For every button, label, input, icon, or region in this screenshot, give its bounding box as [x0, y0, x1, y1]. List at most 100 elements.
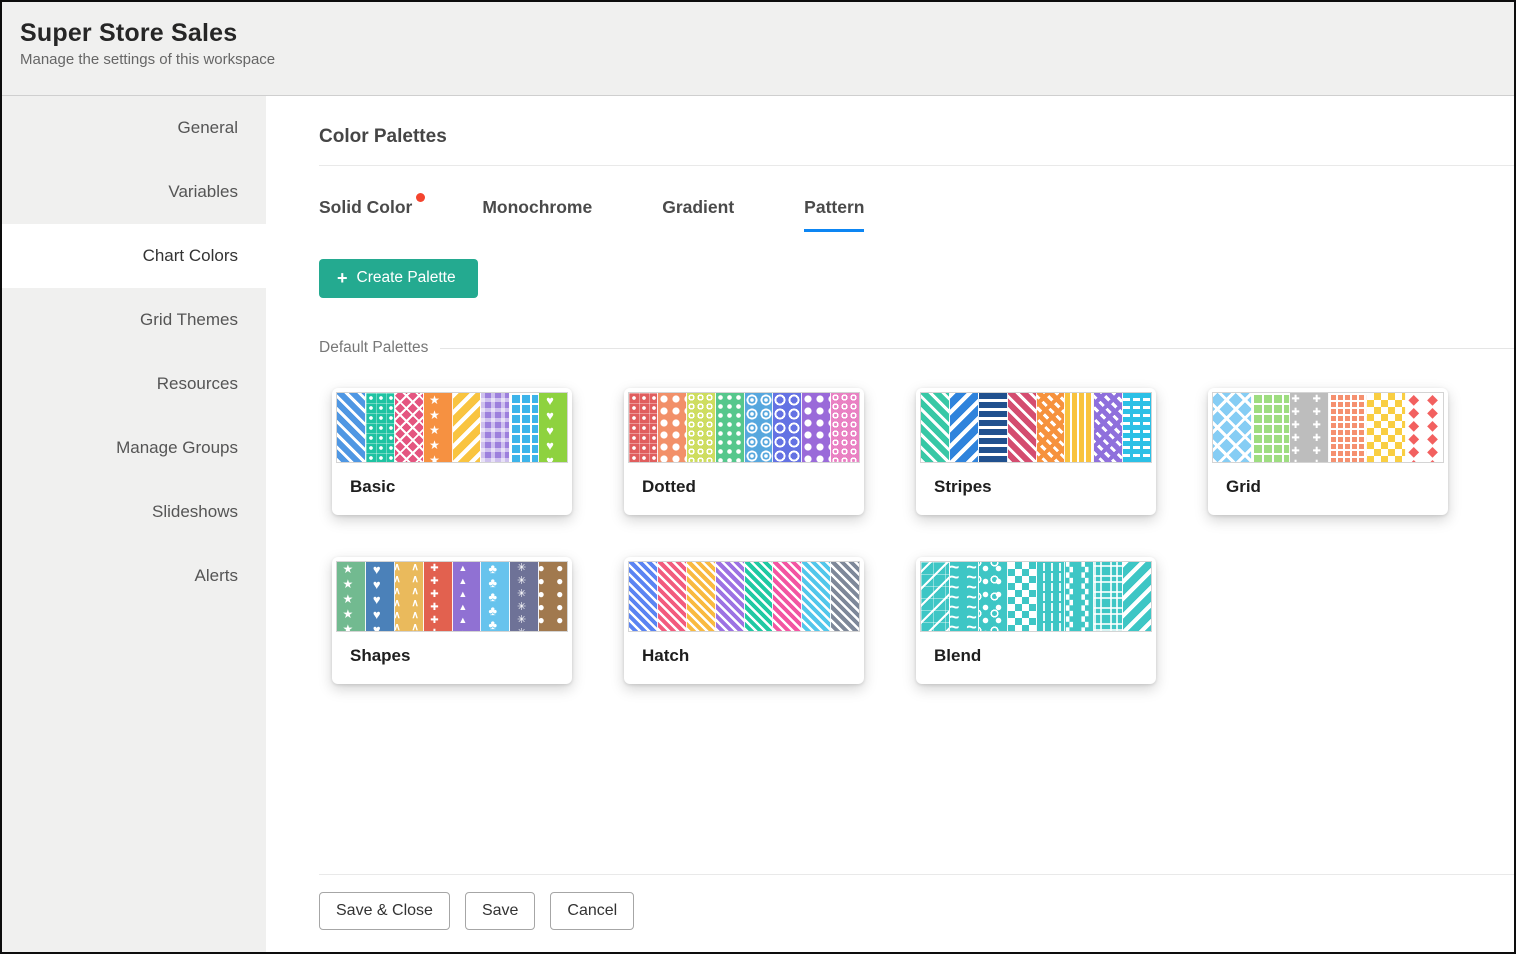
stars-glyph-fill: ★ ★ ★ ★ ★ ★ ★ ★ ★ ★ ★ ★ ★ ★ ★ ★ ★ ★ ★ ★ …	[342, 562, 359, 631]
palette-swatch-rings-sm	[686, 393, 716, 462]
waves-glyph-fill: ~ ~ ~ ~ ~ ~ ~ ~ ~ ~ ~ ~ ~ ~ ~ ~ ~ ~ ~ ~ …	[950, 562, 978, 631]
palette-swatch-horizontal	[978, 393, 1008, 462]
sidebar-item[interactable]: Grid Themes	[2, 288, 266, 352]
tab-label: Monochrome	[482, 197, 593, 217]
sidebar-item[interactable]: Alerts	[2, 544, 266, 608]
palette-name: Shapes	[350, 646, 411, 665]
palette-swatch-triangles: ▲ ▲ ▲ ▲ ▲ ▲ ▲ ▲ ▲ ▲ ▲ ▲ ▲ ▲ ▲ ▲ ▲ ▲ ▲ ▲ …	[452, 562, 482, 631]
palette-card[interactable]: ✚ ✚ ✚ ✚ ✚ ✚ ✚ ✚ ✚ ✚ ✚ ✚ ✚ ✚ ✚ ✚ ✚ ✚ ✚ ✚ …	[1208, 388, 1448, 515]
palette-swatch-hatch	[744, 562, 774, 631]
sidebar-item[interactable]: General	[2, 96, 266, 160]
tab[interactable]: Gradient	[662, 197, 734, 232]
palette-swatch-hatch	[802, 562, 832, 631]
tab[interactable]: Solid Color	[319, 193, 426, 232]
plus-icon: +	[337, 268, 348, 288]
palette-card[interactable]: Stripes	[916, 388, 1156, 515]
footer-button[interactable]: Save & Close	[319, 892, 450, 930]
footer-actions: Save & Close Save Cancel	[319, 874, 1514, 952]
sidebar-item[interactable]: Chart Colors	[2, 224, 266, 288]
palette-swatch-diag-dash	[1094, 393, 1124, 462]
tab-label: Solid Color	[319, 197, 413, 217]
palette-swatch-dots-lg	[802, 393, 832, 462]
palette-swatch-dots-circles	[978, 562, 1008, 631]
tab[interactable]: Pattern	[804, 197, 865, 232]
palette-swatch-grid	[1251, 393, 1290, 462]
footer-button[interactable]: Save	[464, 892, 536, 930]
default-palettes-header: Default Palettes	[319, 339, 1514, 357]
swatch-strip: ★ ★ ★ ★ ★ ★ ★ ★ ★ ★ ★ ★ ★ ★ ★ ★ ★ ★ ★ ★ …	[336, 561, 568, 632]
new-dot-badge	[416, 193, 426, 202]
footer-button-row: Save & Close Save Cancel	[319, 892, 1514, 930]
palette-swatch-blobs: ● ● ● ● ● ● ● ● ● ● ● ● ● ● ● ● ● ● ● ● …	[539, 562, 567, 631]
palette-swatch-grid	[510, 393, 540, 462]
palette-swatch-hdash	[1123, 393, 1151, 462]
palette-swatch-gingham	[481, 393, 511, 462]
tab[interactable]: Monochrome	[482, 197, 592, 232]
palette-swatch-waves: ~ ~ ~ ~ ~ ~ ~ ~ ~ ~ ~ ~ ~ ~ ~ ~ ~ ~ ~ ~ …	[949, 562, 979, 631]
palette-swatch-dot-grid	[365, 393, 395, 462]
snowflakes-glyph-fill: ✳ ✳ ✳ ✳ ✳ ✳ ✳ ✳ ✳ ✳ ✳ ✳ ✳ ✳ ✳ ✳ ✳ ✳ ✳ ✳ …	[516, 562, 531, 631]
palette-name: Hatch	[642, 646, 690, 665]
plus-glyph-fill: ✚ ✚ ✚ ✚ ✚ ✚ ✚ ✚ ✚ ✚ ✚ ✚ ✚ ✚ ✚ ✚ ✚ ✚ ✚ ✚ …	[430, 563, 444, 631]
palette-swatch-crosshatch	[394, 393, 424, 462]
palette-card[interactable]: Dotted	[624, 388, 864, 515]
triangles-glyph-fill: ▲ ▲ ▲ ▲ ▲ ▲ ▲ ▲ ▲ ▲ ▲ ▲ ▲ ▲ ▲ ▲ ▲ ▲ ▲ ▲ …	[458, 563, 474, 631]
create-palette-button[interactable]: + Create Palette	[319, 259, 478, 298]
palette-swatch-hatch	[629, 562, 658, 631]
page-title: Super Store Sales	[20, 19, 238, 47]
palette-swatch-dot-grid	[629, 393, 658, 462]
palette-swatch-vertical	[1065, 393, 1095, 462]
palette-swatch-hatch	[686, 562, 716, 631]
palette-swatch-lattice	[1213, 393, 1252, 462]
palette-swatch-plaid	[1094, 562, 1124, 631]
palette-swatch-hatch	[831, 562, 859, 631]
palette-name: Basic	[350, 477, 396, 496]
footer-button-label: Save & Close	[336, 902, 433, 919]
palette-swatch-hatch	[715, 562, 745, 631]
title-divider	[319, 165, 1514, 166]
sidebar-item[interactable]: Resources	[2, 352, 266, 416]
sidebar-item[interactable]: Manage Groups	[2, 416, 266, 480]
palette-swatch-diag2	[452, 393, 482, 462]
sidebar-item-label: Manage Groups	[116, 438, 238, 457]
default-palettes-divider	[440, 347, 1514, 349]
palette-card[interactable]: ~ ~ ~ ~ ~ ~ ~ ~ ~ ~ ~ ~ ~ ~ ~ ~ ~ ~ ~ ~ …	[916, 557, 1156, 684]
sidebar-item[interactable]: Slideshows	[2, 480, 266, 544]
palette-swatch-plus: ✚ ✚ ✚ ✚ ✚ ✚ ✚ ✚ ✚ ✚ ✚ ✚ ✚ ✚ ✚ ✚ ✚ ✚ ✚ ✚ …	[423, 562, 453, 631]
sidebar-item-label: Alerts	[194, 566, 238, 585]
palette-swatch-stars: ★ ★ ★ ★ ★ ★ ★ ★ ★ ★ ★ ★ ★ ★ ★ ★ ★ ★ ★ ★ …	[337, 562, 366, 631]
page-subtitle: Manage the settings of this workspace	[20, 51, 276, 68]
maze-glyph-fill: ▚ ▚ ▚ ▚ ▚ ▚ ▚ ▚ ▚ ▚ ▚ ▚ ▚ ▚ ▚ ▚ ▚ ▚ ▚ ▚ …	[1066, 562, 1092, 631]
palette-swatch-dots	[715, 393, 745, 462]
sidebar-item-label: Resources	[156, 374, 238, 393]
palette-card[interactable]: Hatch	[624, 557, 864, 684]
palette-card[interactable]: ★ ★ ★ ★ ★ ★ ★ ★ ★ ★ ★ ★ ★ ★ ★ ★ ★ ★ ★ ★ …	[332, 388, 572, 515]
palette-name: Dotted	[642, 477, 696, 496]
swatch-strip	[920, 392, 1152, 463]
palette-swatch-diamonds: ◆ ◆ ◆ ◆ ◆ ◆ ◆ ◆ ◆ ◆ ◆ ◆ ◆ ◆ ◆ ◆ ◆ ◆ ◆ ◆ …	[1405, 393, 1443, 462]
palette-name: Stripes	[934, 477, 992, 496]
sidebar-item[interactable]: Variables	[2, 160, 266, 224]
palette-swatch-hatch	[773, 562, 803, 631]
swatch-strip: ~ ~ ~ ~ ~ ~ ~ ~ ~ ~ ~ ~ ~ ~ ~ ~ ~ ~ ~ ~ …	[920, 561, 1152, 632]
palette-swatch-rings-sm	[831, 393, 859, 462]
palette-card[interactable]: ★ ★ ★ ★ ★ ★ ★ ★ ★ ★ ★ ★ ★ ★ ★ ★ ★ ★ ★ ★ …	[332, 557, 572, 684]
palette-swatch-clubs: ♣ ♣ ♣ ♣ ♣ ♣ ♣ ♣ ♣ ♣ ♣ ♣ ♣ ♣ ♣ ♣ ♣ ♣ ♣ ♣ …	[481, 562, 511, 631]
palette-swatch-plus: ✚ ✚ ✚ ✚ ✚ ✚ ✚ ✚ ✚ ✚ ✚ ✚ ✚ ✚ ✚ ✚ ✚ ✚ ✚ ✚ …	[1290, 393, 1329, 462]
palette-name: Blend	[934, 646, 982, 665]
palette-swatch-hatch	[657, 562, 687, 631]
palette-name: Grid	[1226, 477, 1261, 496]
stars-glyph-fill: ★ ★ ★ ★ ★ ★ ★ ★ ★ ★ ★ ★ ★ ★ ★ ★ ★ ★ ★ ★ …	[429, 393, 445, 462]
footer-button[interactable]: Cancel	[550, 892, 635, 930]
palette-swatch-maze: ▚ ▚ ▚ ▚ ▚ ▚ ▚ ▚ ▚ ▚ ▚ ▚ ▚ ▚ ▚ ▚ ▚ ▚ ▚ ▚ …	[1065, 562, 1095, 631]
tab-label: Pattern	[804, 197, 865, 217]
swatch-strip: ✚ ✚ ✚ ✚ ✚ ✚ ✚ ✚ ✚ ✚ ✚ ✚ ✚ ✚ ✚ ✚ ✚ ✚ ✚ ✚ …	[1212, 392, 1444, 463]
footer-button-label: Save	[481, 902, 519, 919]
main-panel: Color Palettes Solid Color Monochrome Gr…	[266, 96, 1514, 952]
plus-glyph-fill: ✚ ✚ ✚ ✚ ✚ ✚ ✚ ✚ ✚ ✚ ✚ ✚ ✚ ✚ ✚ ✚ ✚ ✚ ✚ ✚ …	[1291, 394, 1326, 462]
palette-swatch-diag	[921, 393, 950, 462]
sidebar-item-label: Chart Colors	[142, 246, 238, 265]
page-header: Super Store Sales Manage the settings of…	[2, 2, 1514, 96]
hearts-glyph-fill: ♥ ♥ ♥ ♥ ♥ ♥ ♥ ♥ ♥ ♥ ♥ ♥ ♥ ♥ ♥ ♥ ♥ ♥ ♥ ♥ …	[546, 393, 559, 462]
